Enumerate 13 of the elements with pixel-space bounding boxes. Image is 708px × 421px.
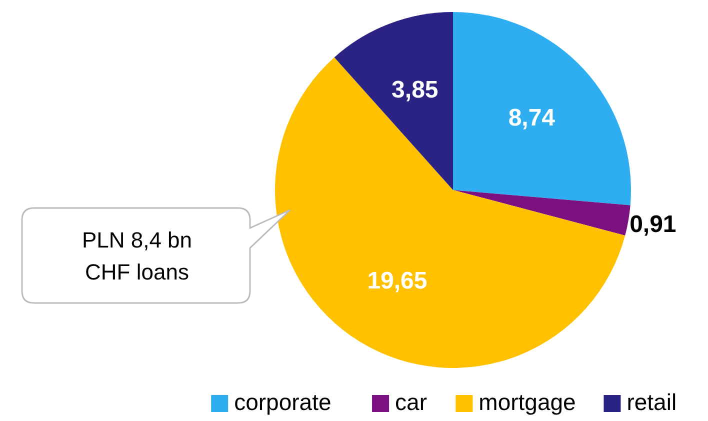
data-label: 8,74 (508, 104, 556, 132)
legend-label: corporate (234, 389, 332, 415)
text: PLN 8,4 bn CHF loans (82, 228, 192, 284)
data-label: 0,91 (630, 211, 676, 238)
legend-label: retail (626, 389, 677, 415)
legend-label: car (395, 389, 428, 415)
pie-slice (334, 12, 453, 190)
data-label: 3,85 (392, 76, 438, 104)
pie-slice (453, 190, 630, 236)
data-label: 19,65 (367, 268, 428, 295)
legend-label: mortgage (478, 389, 576, 415)
pie-slice (453, 12, 631, 206)
pie-slice (275, 57, 626, 368)
